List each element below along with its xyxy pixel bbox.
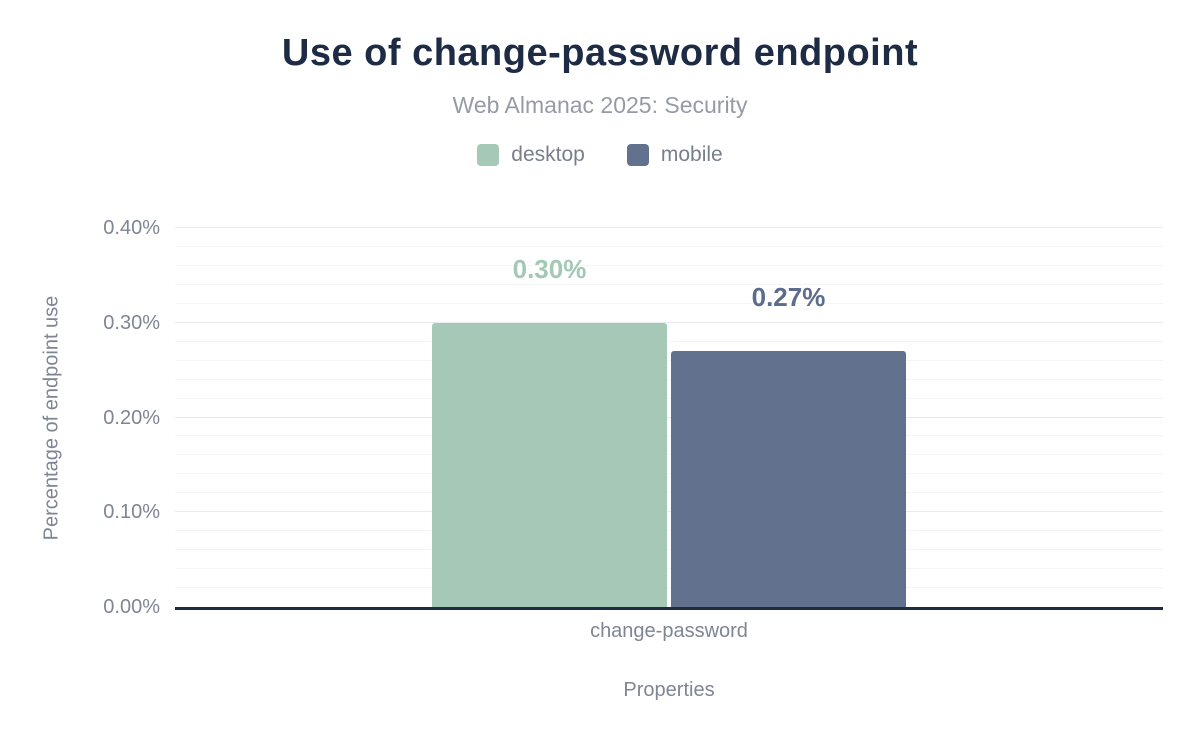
mobile-bar-value-label: 0.27% bbox=[751, 282, 826, 313]
y-tick-label: 0.10% bbox=[103, 501, 160, 524]
legend-label-desktop: desktop bbox=[511, 143, 585, 166]
x-axis-title: Properties bbox=[623, 679, 715, 701]
y-tick-label: 0.00% bbox=[103, 596, 160, 618]
minor-gridline bbox=[175, 359, 1163, 361]
bar-column-desktop: 0.30% bbox=[432, 254, 667, 607]
minor-gridline bbox=[175, 397, 1163, 399]
minor-gridline bbox=[175, 245, 1163, 247]
bar-mobile[interactable] bbox=[671, 351, 906, 607]
y-tick-label: 0.20% bbox=[103, 406, 160, 429]
legend: desktop mobile bbox=[0, 143, 1200, 167]
plot-area: 0.30% 0.27% bbox=[175, 227, 1163, 610]
minor-gridline bbox=[175, 549, 1163, 551]
bar-column-mobile: 0.27% bbox=[671, 282, 906, 607]
minor-gridline bbox=[175, 473, 1163, 475]
y-tick-label: 0.40% bbox=[103, 217, 160, 239]
y-tick-label: 0.30% bbox=[103, 311, 160, 334]
mobile-legend-swatch-icon bbox=[626, 144, 649, 166]
legend-label-mobile: mobile bbox=[660, 143, 723, 166]
minor-gridline bbox=[175, 492, 1163, 494]
minor-gridline bbox=[175, 264, 1163, 266]
minor-gridline bbox=[175, 283, 1163, 285]
minor-gridline bbox=[175, 340, 1163, 342]
legend-item-mobile[interactable]: mobile bbox=[626, 143, 723, 167]
chart-subtitle: Web Almanac 2025: Security bbox=[452, 92, 748, 118]
bar-group: 0.30% 0.27% bbox=[175, 148, 1163, 607]
desktop-bar-value-label: 0.30% bbox=[512, 253, 587, 284]
minor-gridline bbox=[175, 568, 1163, 570]
major-gridline bbox=[175, 227, 1163, 228]
minor-gridline bbox=[175, 302, 1163, 304]
major-gridline bbox=[175, 416, 1163, 418]
x-axis-tick-label: change-password bbox=[590, 620, 748, 642]
major-gridline bbox=[175, 511, 1163, 513]
major-gridline bbox=[175, 321, 1163, 323]
bar-desktop[interactable] bbox=[432, 322, 667, 607]
minor-gridline bbox=[175, 454, 1163, 456]
desktop-legend-swatch-icon bbox=[477, 144, 500, 166]
minor-gridline bbox=[175, 530, 1163, 532]
minor-gridline bbox=[175, 378, 1163, 380]
chart-title: Use of change-password endpoint bbox=[281, 32, 919, 74]
legend-item-desktop[interactable]: desktop bbox=[477, 143, 585, 167]
minor-gridline bbox=[175, 587, 1163, 589]
minor-gridline bbox=[175, 435, 1163, 437]
